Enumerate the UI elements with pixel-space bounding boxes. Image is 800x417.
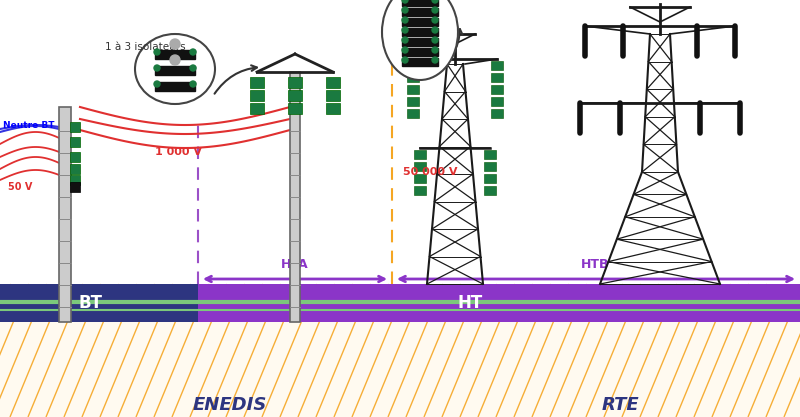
Bar <box>198 284 800 322</box>
Bar <box>407 109 419 118</box>
Text: HTB: HTB <box>581 258 610 271</box>
Bar <box>70 175 80 185</box>
Bar <box>491 97 503 106</box>
Text: HT: HT <box>458 294 482 312</box>
Bar <box>491 73 503 82</box>
Bar <box>0 284 198 322</box>
Bar <box>402 18 438 26</box>
Bar <box>402 0 438 6</box>
Bar <box>491 85 503 94</box>
Circle shape <box>402 0 408 3</box>
Text: ENEDIS: ENEDIS <box>193 396 267 414</box>
Circle shape <box>432 7 438 13</box>
Circle shape <box>432 0 438 3</box>
Bar <box>484 150 496 159</box>
Bar <box>70 122 80 132</box>
Bar <box>402 28 438 36</box>
Circle shape <box>432 57 438 63</box>
Circle shape <box>432 47 438 53</box>
Circle shape <box>190 65 196 71</box>
Circle shape <box>170 39 180 49</box>
Circle shape <box>402 7 408 13</box>
Bar <box>407 61 419 70</box>
Bar <box>288 103 302 114</box>
Bar <box>402 58 438 66</box>
Bar <box>288 90 302 101</box>
Bar <box>250 90 264 101</box>
Bar <box>414 174 426 183</box>
Ellipse shape <box>135 34 215 104</box>
Circle shape <box>402 37 408 43</box>
Circle shape <box>432 27 438 33</box>
Bar <box>59 107 71 322</box>
Circle shape <box>190 81 196 87</box>
Text: BT: BT <box>78 294 102 312</box>
Circle shape <box>154 81 160 87</box>
Bar <box>326 90 340 101</box>
Bar <box>70 182 80 192</box>
Bar <box>491 61 503 70</box>
Text: 50 000 V: 50 000 V <box>403 167 458 177</box>
Text: Neutre BT: Neutre BT <box>3 121 54 130</box>
Ellipse shape <box>382 0 458 80</box>
Bar <box>407 73 419 82</box>
Bar <box>70 137 80 147</box>
Bar <box>414 150 426 159</box>
Bar <box>414 162 426 171</box>
Bar <box>290 72 300 322</box>
Bar <box>414 186 426 195</box>
Circle shape <box>402 57 408 63</box>
Bar <box>155 50 195 59</box>
Circle shape <box>432 17 438 23</box>
Bar <box>155 66 195 75</box>
Bar <box>250 77 264 88</box>
Bar <box>288 77 302 88</box>
Bar <box>326 103 340 114</box>
Circle shape <box>154 49 160 55</box>
Bar <box>402 38 438 46</box>
Bar <box>402 8 438 16</box>
Circle shape <box>170 55 180 65</box>
Bar <box>250 103 264 114</box>
Circle shape <box>402 27 408 33</box>
Bar <box>484 186 496 195</box>
Bar <box>0 284 800 417</box>
Bar <box>155 82 195 91</box>
Circle shape <box>402 17 408 23</box>
Text: 1 000 V: 1 000 V <box>155 147 202 157</box>
Bar <box>407 85 419 94</box>
Bar <box>491 109 503 118</box>
Circle shape <box>402 47 408 53</box>
Text: 50 V: 50 V <box>8 182 32 192</box>
Bar <box>402 48 438 56</box>
Bar <box>407 97 419 106</box>
Bar <box>70 152 80 162</box>
Bar <box>70 164 80 174</box>
Circle shape <box>154 65 160 71</box>
Circle shape <box>190 49 196 55</box>
Bar <box>484 162 496 171</box>
Circle shape <box>432 37 438 43</box>
Bar <box>326 77 340 88</box>
Text: RTE: RTE <box>601 396 639 414</box>
Bar <box>484 174 496 183</box>
Text: 1 à 3 isolateurs: 1 à 3 isolateurs <box>105 42 186 52</box>
Text: HTA: HTA <box>281 258 309 271</box>
